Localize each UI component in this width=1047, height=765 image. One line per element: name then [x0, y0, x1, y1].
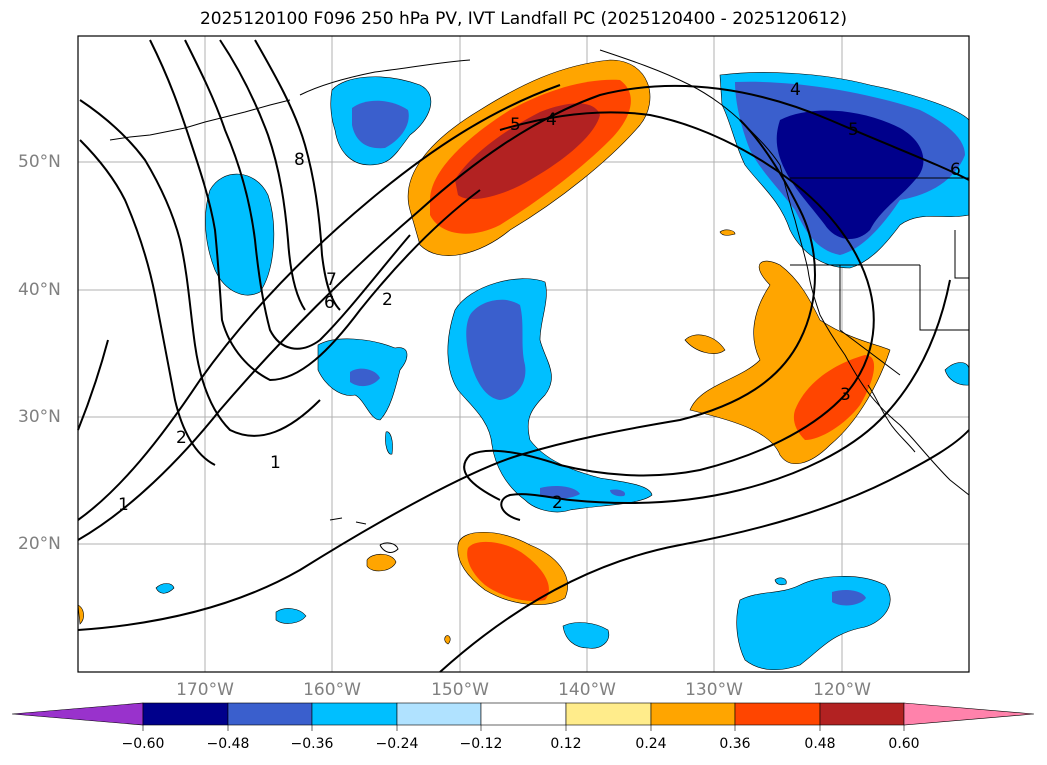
alaska-coast — [299, 49, 781, 166]
lon-label-130w: 130°W — [685, 680, 743, 700]
contour-label: 3 — [840, 385, 851, 405]
hawaii-islands — [329, 517, 399, 553]
contour-label: 4 — [790, 80, 801, 100]
lat-label-50n: 50°N — [18, 152, 61, 172]
pv-contours — [77, 39, 970, 673]
contour-labels: 8 7 6 5 4 2 2 1 2 1 3 4 5 6 — [118, 80, 961, 515]
baja-california — [867, 384, 916, 453]
contour-label: 7 — [326, 270, 337, 290]
lon-label-120w: 120°W — [813, 680, 871, 700]
positive-ivt-anomalies — [77, 59, 891, 645]
contour-label: 5 — [848, 120, 859, 140]
colorbar-extend-min — [11, 702, 144, 726]
contour-label: 1 — [118, 495, 129, 515]
negative-ivt-anomalies — [155, 72, 970, 670]
contour-label: 6 — [324, 293, 335, 313]
lat-label-30n: 30°N — [18, 407, 61, 427]
contour-label: 5 — [510, 115, 521, 135]
colorbar-tick-label: 0.24 — [635, 736, 667, 752]
colorbar-tick-label: −0.36 — [290, 736, 334, 752]
contour-label: 6 — [950, 160, 961, 180]
lon-label-160w: 160°W — [303, 680, 361, 700]
colorbar-tick-label: 0.12 — [550, 736, 582, 752]
colorbar-tick-label: 0.48 — [804, 736, 836, 752]
contour-label: 2 — [176, 428, 187, 448]
lon-label-170w: 170°W — [176, 680, 234, 700]
contour-label: 2 — [382, 290, 393, 310]
lon-label-150w: 150°W — [431, 680, 489, 700]
colorbar-tick-label: 0.36 — [719, 736, 751, 752]
state-borders — [790, 230, 969, 376]
lon-label-140w: 140°W — [558, 680, 616, 700]
pv-contour-loop — [463, 111, 875, 501]
colorbar-tick-label: −0.60 — [121, 736, 165, 752]
contour-label: 1 — [270, 453, 281, 473]
contour-label: 4 — [546, 110, 557, 130]
colorbar-tick-label: −0.48 — [206, 736, 250, 752]
colorbar-tick-label: −0.12 — [459, 736, 503, 752]
colorbar-tick-label: 0.60 — [888, 736, 920, 752]
map-title: 2025120100 F096 250 hPa PV, IVT Landfall… — [199, 9, 847, 29]
colorbar-extend-max — [903, 702, 1035, 726]
colorbar-tick-label: −0.24 — [375, 736, 419, 752]
lat-label-40n: 40°N — [18, 280, 61, 300]
north-america-west-coast — [779, 164, 970, 496]
contour-label: 8 — [294, 150, 305, 170]
pv-contour-outer — [77, 119, 816, 631]
contour-label: 2 — [552, 493, 563, 513]
lat-label-20n: 20°N — [18, 534, 61, 554]
map-frame — [77, 35, 970, 673]
colorbar — [11, 702, 1035, 731]
